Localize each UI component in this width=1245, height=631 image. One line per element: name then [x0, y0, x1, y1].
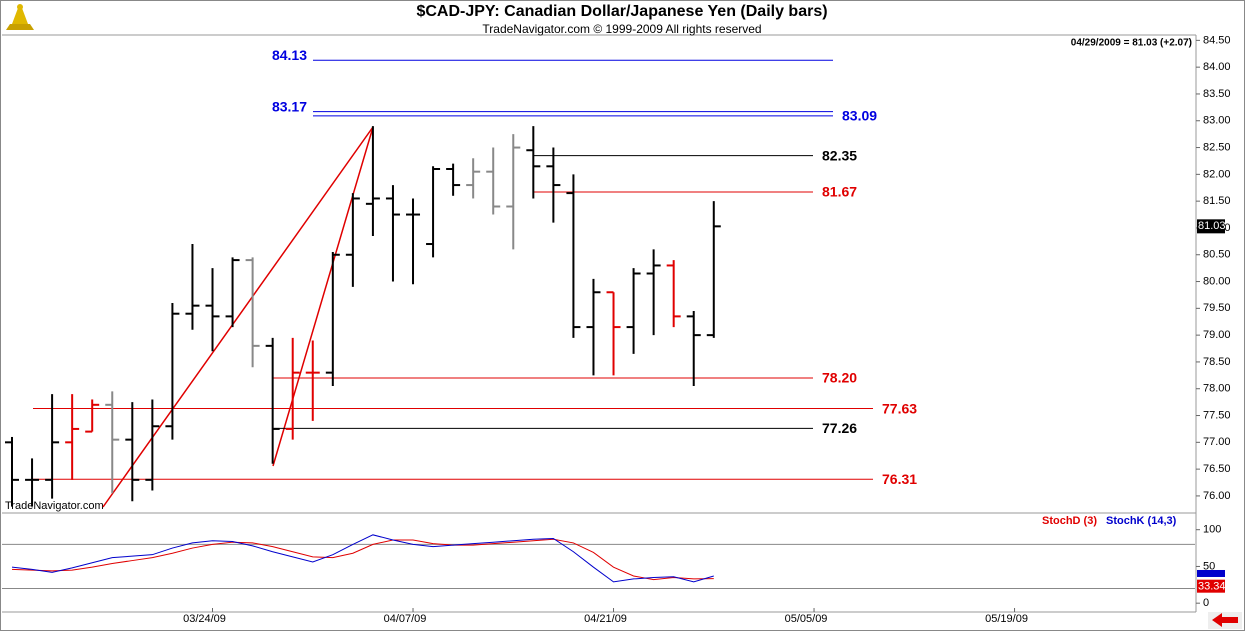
last-price-box — [1197, 219, 1225, 234]
last-price-label: 81.03 — [1198, 220, 1226, 232]
level-label: 81.67 — [822, 184, 857, 200]
y-tick-label: 80.50 — [1203, 249, 1231, 261]
x-tick-label: 05/19/09 — [985, 613, 1028, 625]
y-tick-label: 0 — [1203, 597, 1209, 609]
level-label: 78.20 — [822, 370, 857, 386]
status-text: 04/29/2009 = 81.03 (+2.07) — [1071, 38, 1192, 49]
y-tick-label: 80.00 — [1203, 275, 1231, 287]
level-label: 77.63 — [882, 400, 917, 416]
last-value-box — [1197, 569, 1225, 577]
y-tick-label: 81.50 — [1203, 195, 1231, 207]
logo-icon — [6, 4, 34, 30]
scroll-arrow[interactable] — [1208, 612, 1242, 629]
y-tick-label: 82.00 — [1203, 168, 1231, 180]
y-tick-label: 79.50 — [1203, 302, 1231, 314]
y-tick-label: 77.00 — [1203, 436, 1231, 448]
y-tick-label: 50 — [1203, 560, 1215, 572]
last-value-box — [1197, 579, 1225, 593]
y-tick-label: 83.50 — [1203, 88, 1231, 100]
chart-subtitle: TradeNavigator.com © 1999-2009 All right… — [482, 22, 761, 36]
level-label: 84.13 — [272, 47, 307, 63]
level-label: 77.26 — [822, 420, 857, 436]
stoch-line — [11, 534, 714, 583]
y-tick-label: 82.50 — [1203, 141, 1231, 153]
x-tick-label: 05/05/09 — [785, 613, 828, 625]
legend-entry: StochD (3) — [1042, 515, 1097, 527]
y-tick-label: 77.50 — [1203, 409, 1231, 421]
level-label: 83.17 — [272, 98, 307, 114]
last-value-label: 33.34 — [1198, 581, 1226, 593]
trend-line — [272, 126, 374, 467]
stoch-line — [11, 538, 714, 581]
y-tick-label: 76.50 — [1203, 463, 1231, 475]
y-tick-label: 100 — [1203, 524, 1221, 536]
level-label: 76.31 — [882, 471, 917, 487]
y-tick-label: 76.00 — [1203, 490, 1231, 502]
y-tick-label: 78.00 — [1203, 383, 1231, 395]
y-tick-label: 83.00 — [1203, 115, 1231, 127]
level-label: 82.35 — [822, 147, 857, 163]
x-tick-label: 04/07/09 — [384, 613, 427, 625]
chart-title: $CAD-JPY: Canadian Dollar/Japanese Yen (… — [416, 3, 827, 20]
level-label: 83.09 — [842, 108, 877, 124]
y-tick-label: 84.00 — [1203, 61, 1231, 73]
y-tick-label: 78.50 — [1203, 356, 1231, 368]
y-tick-label: 79.00 — [1203, 329, 1231, 341]
x-tick-label: 04/21/09 — [584, 613, 627, 625]
x-tick-label: 03/24/09 — [183, 613, 226, 625]
watermark: TradeNavigator.com — [5, 500, 104, 512]
y-tick-label: 84.50 — [1203, 34, 1231, 46]
legend-entry: StochK (14,3) — [1106, 515, 1177, 527]
trend-line — [102, 126, 374, 508]
